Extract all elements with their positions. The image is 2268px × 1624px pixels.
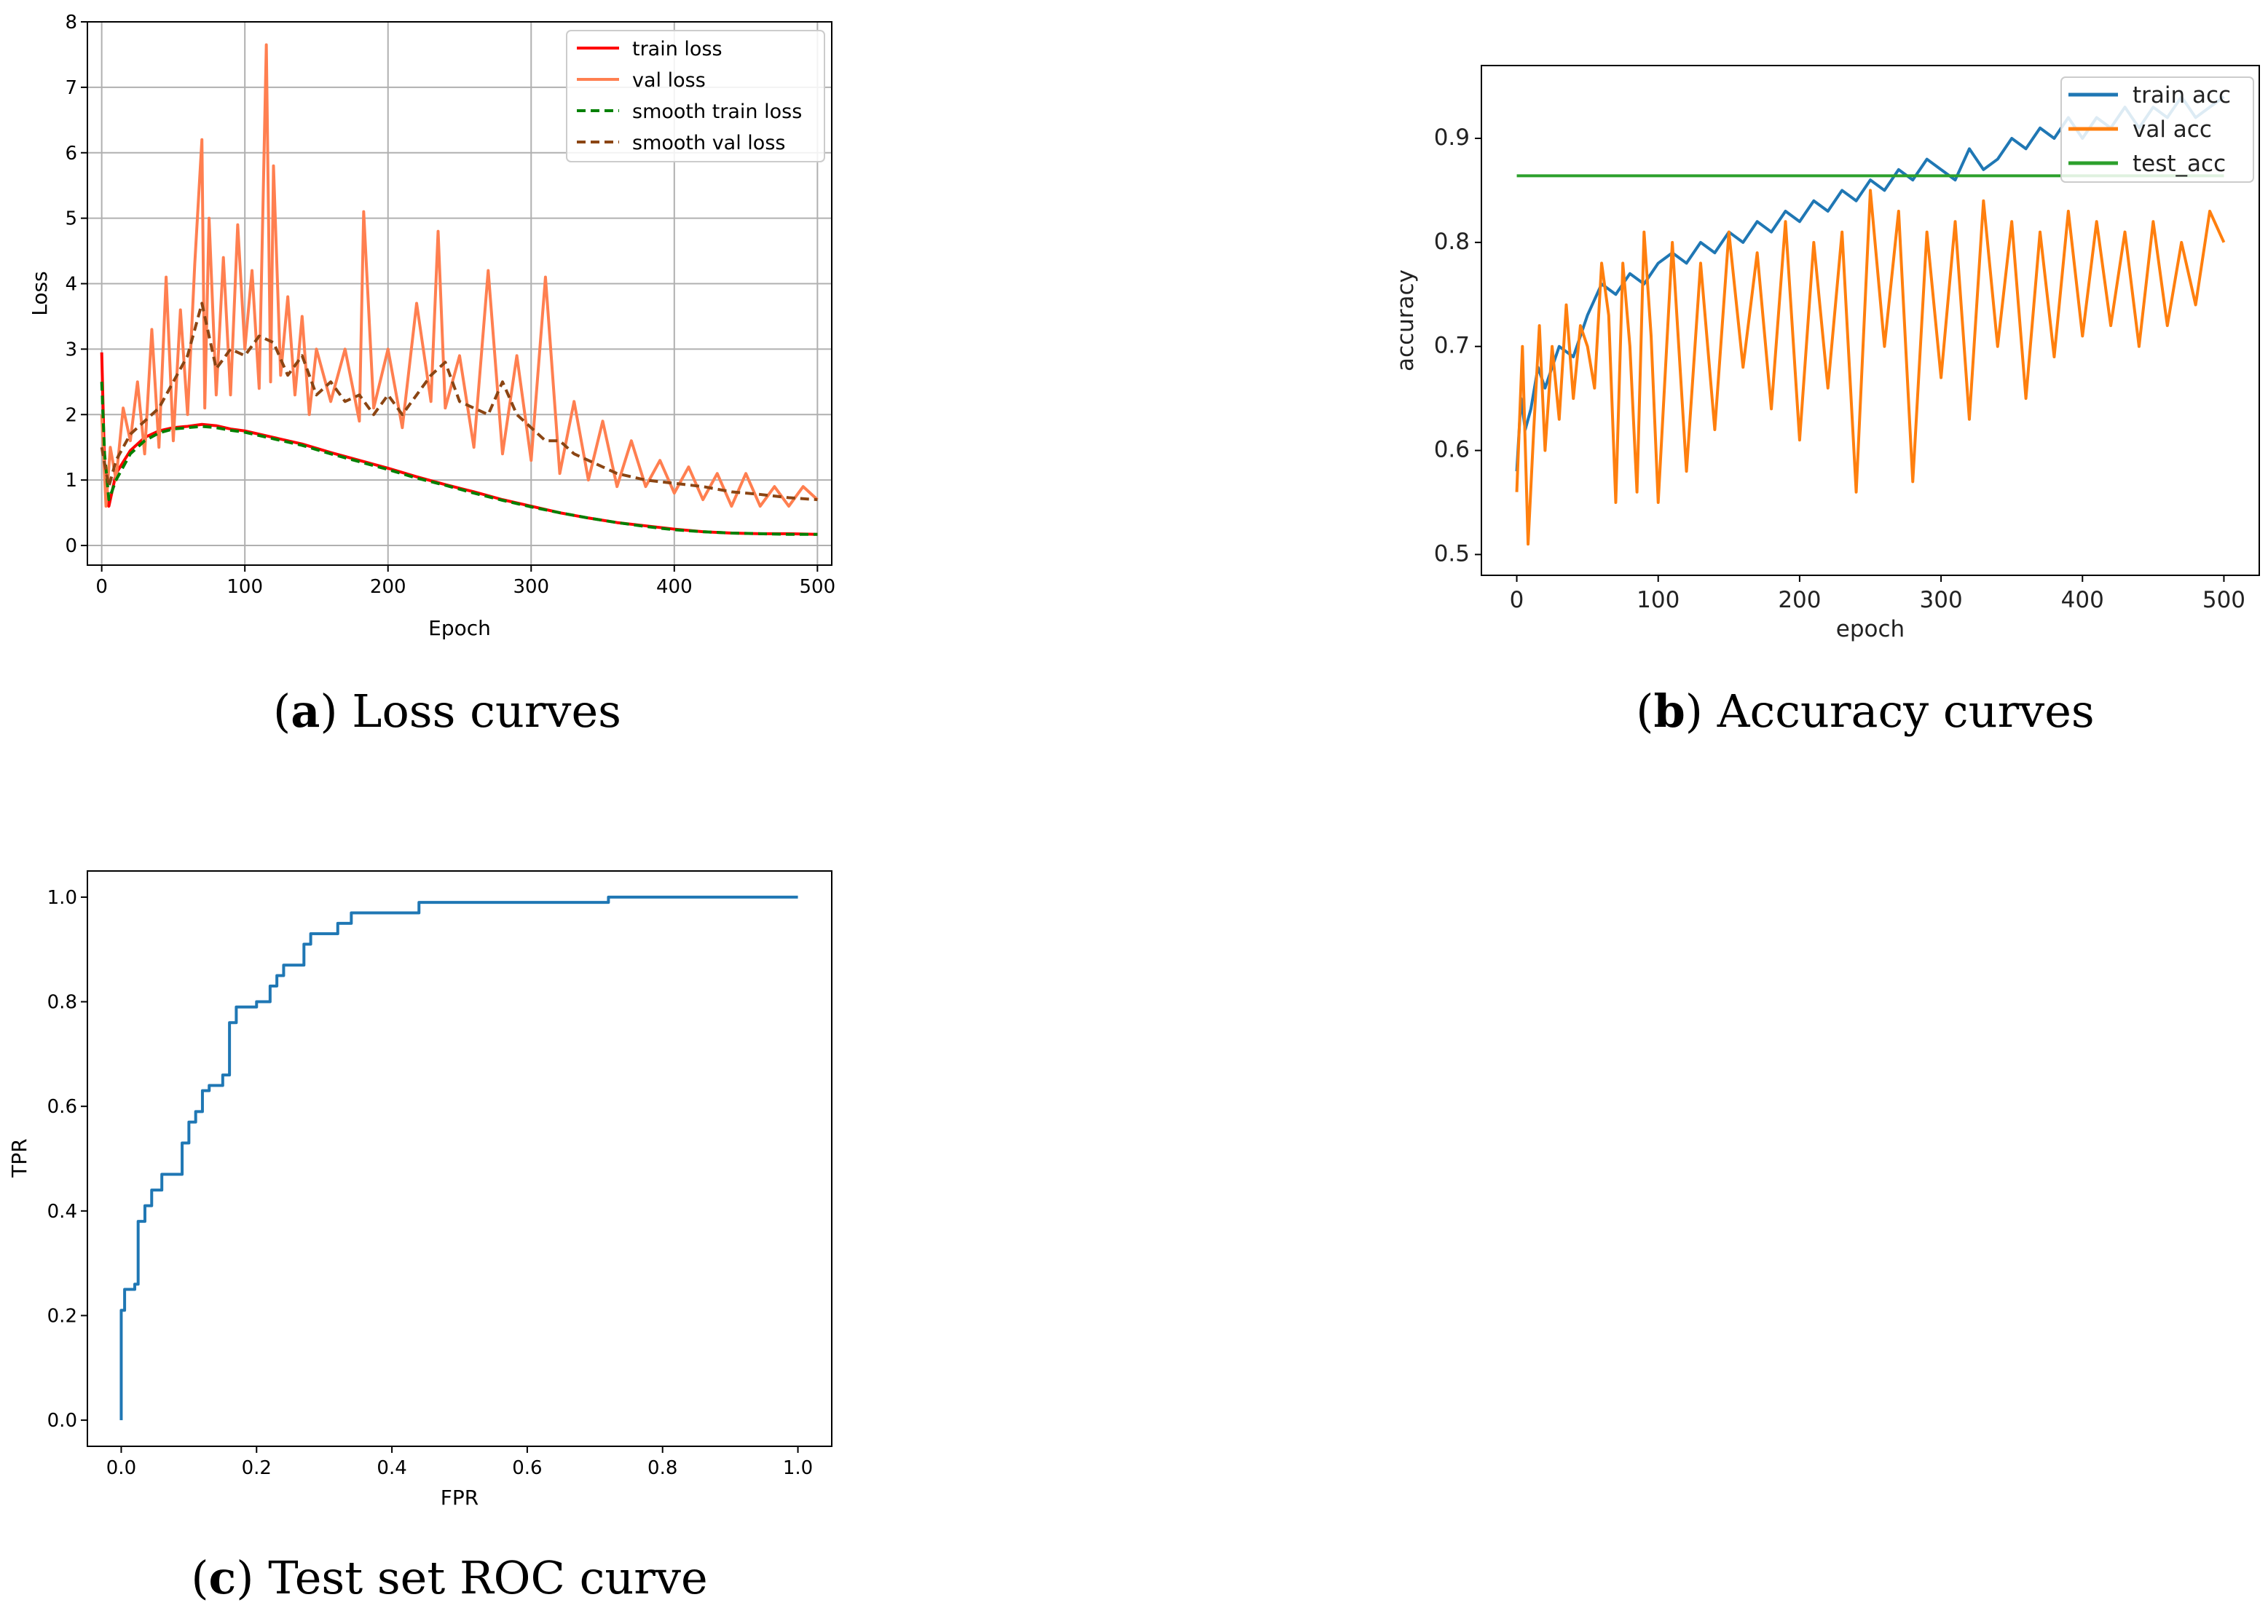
x-tick-label: 200 (1778, 587, 1821, 613)
accuracy-y-label: accuracy (1393, 269, 1419, 371)
y-tick-label: 0.9 (1434, 125, 1470, 151)
loss-x-ticks: 0 100 200 300 400 500 (95, 565, 835, 598)
loss-legend: train loss val loss smooth train loss sm… (566, 30, 825, 162)
x-tick-label: 400 (2061, 587, 2104, 613)
x-tick-label: 0 (1510, 587, 1524, 613)
x-tick-label: 0.8 (647, 1457, 677, 1479)
caption-c-letter: c (209, 1551, 237, 1604)
series-line-smooth-train-loss (100, 382, 818, 536)
series-line-train-loss (100, 352, 818, 536)
legend-label-test-acc: test_acc (2133, 151, 2226, 177)
y-tick-label: 2 (65, 404, 77, 426)
accuracy-y-ticks: 0.5 0.6 0.7 0.8 0.9 (1434, 125, 1481, 567)
x-tick-label: 500 (800, 576, 836, 598)
roc-series-group (119, 895, 798, 1421)
accuracy-x-label: epoch (1836, 616, 1905, 642)
loss-y-label: Loss (28, 271, 52, 315)
y-tick-label: 6 (65, 143, 77, 165)
roc-y-label: TPR (7, 1138, 31, 1178)
legend-label-val-loss: val loss (632, 69, 706, 92)
y-tick-label: 3 (65, 339, 77, 360)
accuracy-x-ticks: 0 100 200 300 400 500 (1510, 575, 2245, 613)
y-tick-label: 0.8 (1434, 229, 1470, 255)
y-tick-label: 1 (65, 470, 77, 492)
x-tick-label: 0.0 (106, 1457, 136, 1479)
series-line-val-loss (100, 43, 819, 508)
legend-label-smooth-train-loss: smooth train loss (632, 100, 802, 123)
y-tick-label: 0.5 (1434, 540, 1470, 567)
x-tick-label: 300 (513, 576, 549, 598)
x-tick-label: 200 (370, 576, 406, 598)
y-tick-label: 1.0 (47, 887, 77, 909)
accuracy-legend-box (2060, 76, 2254, 183)
accuracy-curves-panel: 0 100 200 300 400 500 0.5 0.6 0.7 0.8 0.9 epoch a… (1393, 65, 2260, 642)
caption-a-open: ( (273, 685, 291, 738)
y-tick-label: 4 (65, 274, 77, 296)
caption-a-close: ) (320, 685, 337, 738)
legend-label-train-acc: train acc (2133, 82, 2231, 109)
x-tick-label: 0 (95, 576, 108, 598)
y-tick-label: 0.8 (47, 992, 77, 1014)
roc-curve-panel: 0.0 0.2 0.4 0.6 0.8 1.0 0.0 0.2 0.4 0.6 0.8 1.0 FP… (7, 870, 832, 1510)
x-tick-label: 0.2 (242, 1457, 272, 1479)
loss-axes-frame (87, 21, 832, 566)
x-tick-label: 0.4 (377, 1457, 406, 1479)
y-tick-label: 0.0 (47, 1410, 77, 1432)
x-tick-label: 100 (227, 576, 263, 598)
loss-y-ticks: 0 1 2 3 4 5 6 7 8 (65, 12, 87, 557)
y-tick-label: 0.6 (47, 1096, 77, 1118)
caption-b-close: ) (1685, 685, 1703, 738)
x-tick-label: 500 (2202, 587, 2245, 613)
caption-c-close: ) (236, 1551, 253, 1604)
caption-c-text: Test set ROC curve (253, 1551, 707, 1604)
loss-x-label: Epoch (428, 616, 491, 640)
loss-curves-panel: 0 100 200 300 400 500 0 1 2 3 4 5 6 7 8 Epoch Loss tr… (28, 12, 835, 640)
accuracy-legend: train acc val acc test_acc (2060, 76, 2254, 183)
x-tick-label: 400 (656, 576, 693, 598)
y-tick-label: 0.2 (47, 1305, 77, 1327)
legend-label-val-acc: val acc (2133, 117, 2212, 143)
caption-b: (b) Accuracy curves (1636, 685, 2095, 738)
caption-b-letter: b (1653, 685, 1685, 738)
y-tick-label: 7 (65, 77, 77, 99)
caption-c-open: ( (191, 1551, 208, 1604)
x-tick-label: 300 (1920, 587, 1963, 613)
caption-b-text: Accuracy curves (1703, 685, 2095, 738)
x-tick-label: 1.0 (783, 1457, 813, 1479)
legend-label-train-loss: train loss (632, 38, 722, 60)
series-line-roc (119, 895, 798, 1421)
y-tick-label: 0.7 (1434, 333, 1470, 359)
loss-series-group (100, 43, 819, 536)
roc-axes-frame (87, 870, 832, 1447)
caption-c: (c) Test set ROC curve (191, 1551, 707, 1604)
loss-legend-box (566, 30, 825, 162)
series-line-smooth-val-loss (100, 301, 818, 502)
y-tick-label: 5 (65, 208, 77, 230)
roc-y-ticks: 0.0 0.2 0.4 0.6 0.8 1.0 (47, 887, 87, 1432)
y-tick-label: 0.4 (47, 1201, 77, 1223)
roc-x-ticks: 0.0 0.2 0.4 0.6 0.8 1.0 (106, 1446, 813, 1479)
x-tick-label: 100 (1637, 587, 1680, 613)
legend-label-smooth-val-loss: smooth val loss (632, 132, 785, 154)
roc-x-label: FPR (441, 1486, 479, 1510)
y-tick-label: 8 (65, 12, 77, 33)
x-tick-label: 0.6 (512, 1457, 542, 1479)
accuracy-axes-frame (1481, 65, 2260, 576)
y-tick-label: 0.6 (1434, 437, 1470, 463)
caption-b-open: ( (1636, 685, 1653, 738)
y-tick-label: 0 (65, 535, 77, 557)
caption-a-text: Loss curves (338, 685, 621, 738)
series-line-val-acc (1515, 189, 2226, 546)
caption-a: (a) Loss curves (273, 685, 621, 738)
caption-a-letter: a (291, 685, 320, 738)
